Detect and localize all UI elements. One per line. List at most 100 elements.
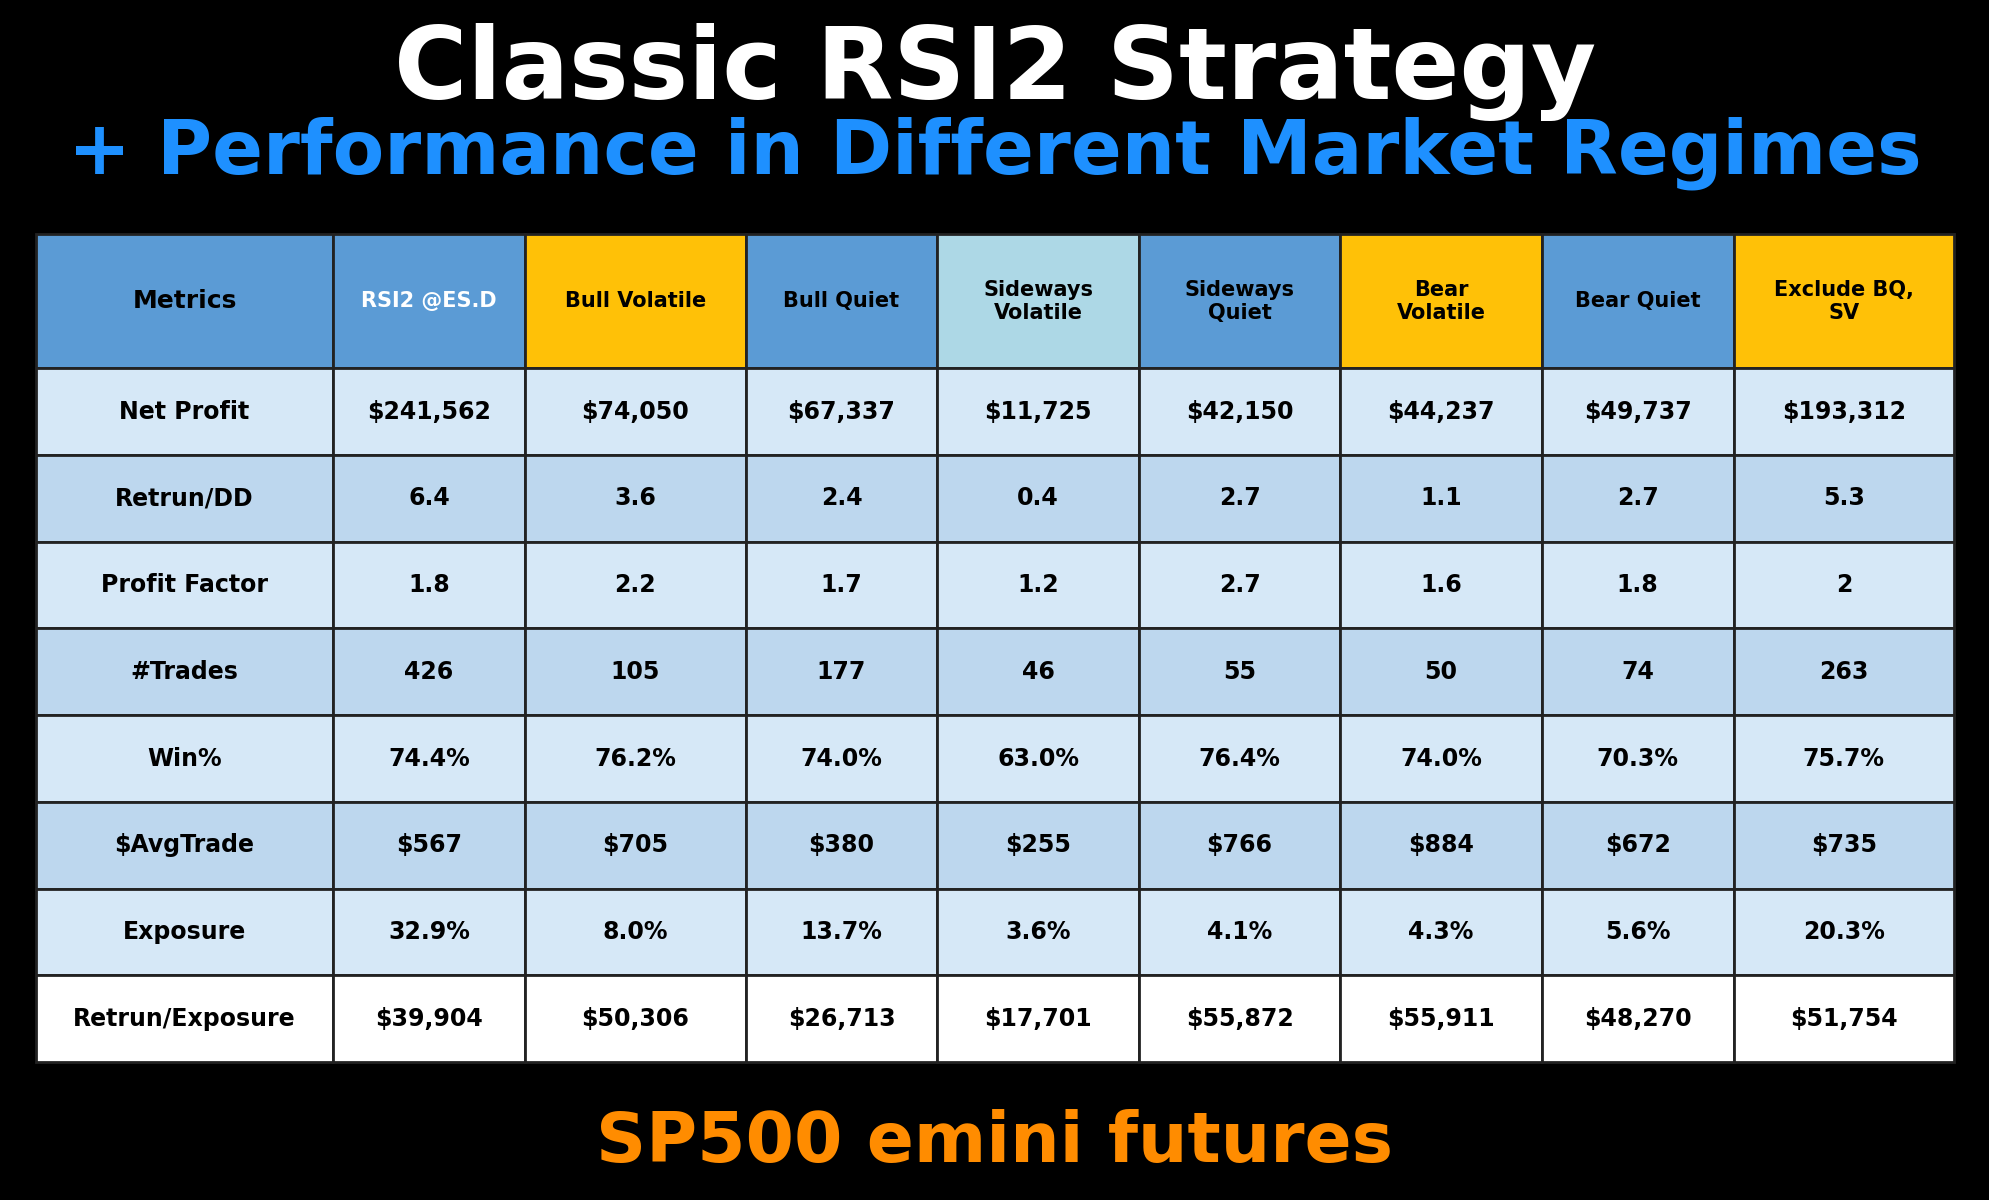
FancyBboxPatch shape — [1341, 541, 1541, 629]
FancyBboxPatch shape — [1732, 888, 1953, 976]
FancyBboxPatch shape — [937, 455, 1138, 541]
Text: $11,725: $11,725 — [985, 400, 1092, 424]
FancyBboxPatch shape — [937, 541, 1138, 629]
Text: 55: 55 — [1223, 660, 1255, 684]
FancyBboxPatch shape — [332, 715, 525, 802]
Text: 63.0%: 63.0% — [996, 746, 1078, 770]
Text: $705: $705 — [603, 833, 668, 857]
FancyBboxPatch shape — [525, 368, 746, 455]
Text: Bear Quiet: Bear Quiet — [1573, 292, 1701, 311]
FancyBboxPatch shape — [746, 629, 937, 715]
Text: $567: $567 — [396, 833, 461, 857]
Text: 13.7%: 13.7% — [800, 920, 881, 944]
FancyBboxPatch shape — [1732, 234, 1953, 368]
Text: Retrun/Exposure: Retrun/Exposure — [74, 1007, 296, 1031]
Text: 2.7: 2.7 — [1217, 574, 1259, 598]
Text: $241,562: $241,562 — [366, 400, 491, 424]
Text: $255: $255 — [1004, 833, 1070, 857]
Text: 2.4: 2.4 — [819, 486, 861, 510]
FancyBboxPatch shape — [1138, 455, 1341, 541]
FancyBboxPatch shape — [36, 234, 332, 368]
Text: 0.4: 0.4 — [1016, 486, 1058, 510]
FancyBboxPatch shape — [525, 715, 746, 802]
Text: 76.2%: 76.2% — [595, 746, 676, 770]
Text: Exclude BQ,
SV: Exclude BQ, SV — [1772, 280, 1913, 323]
FancyBboxPatch shape — [746, 541, 937, 629]
Text: Bull Quiet: Bull Quiet — [784, 292, 899, 311]
Text: Bull Volatile: Bull Volatile — [565, 292, 706, 311]
FancyBboxPatch shape — [746, 802, 937, 888]
FancyBboxPatch shape — [746, 368, 937, 455]
FancyBboxPatch shape — [937, 976, 1138, 1062]
FancyBboxPatch shape — [746, 455, 937, 541]
Text: 2: 2 — [1834, 574, 1852, 598]
Text: $55,911: $55,911 — [1386, 1007, 1494, 1031]
Text: 4.3%: 4.3% — [1408, 920, 1474, 944]
FancyBboxPatch shape — [1341, 455, 1541, 541]
FancyBboxPatch shape — [525, 455, 746, 541]
Text: 74.4%: 74.4% — [388, 746, 469, 770]
Text: $26,713: $26,713 — [788, 1007, 895, 1031]
FancyBboxPatch shape — [937, 802, 1138, 888]
FancyBboxPatch shape — [332, 976, 525, 1062]
Text: 5.3: 5.3 — [1822, 486, 1864, 510]
Text: $380: $380 — [808, 833, 873, 857]
FancyBboxPatch shape — [36, 802, 332, 888]
Text: Sideways
Volatile: Sideways Volatile — [983, 280, 1092, 323]
FancyBboxPatch shape — [36, 715, 332, 802]
Text: 1.7: 1.7 — [819, 574, 861, 598]
FancyBboxPatch shape — [937, 715, 1138, 802]
Text: + Performance in Different Market Regimes: + Performance in Different Market Regime… — [68, 116, 1921, 191]
FancyBboxPatch shape — [937, 629, 1138, 715]
Text: 2.7: 2.7 — [1217, 486, 1259, 510]
FancyBboxPatch shape — [36, 541, 332, 629]
FancyBboxPatch shape — [1138, 715, 1341, 802]
FancyBboxPatch shape — [1138, 888, 1341, 976]
FancyBboxPatch shape — [1732, 976, 1953, 1062]
Text: $42,150: $42,150 — [1185, 400, 1293, 424]
Text: 4.1%: 4.1% — [1207, 920, 1271, 944]
Text: $44,237: $44,237 — [1386, 400, 1494, 424]
FancyBboxPatch shape — [1138, 368, 1341, 455]
FancyBboxPatch shape — [1138, 976, 1341, 1062]
Text: 32.9%: 32.9% — [388, 920, 469, 944]
Text: $49,737: $49,737 — [1583, 400, 1691, 424]
FancyBboxPatch shape — [746, 234, 937, 368]
FancyBboxPatch shape — [937, 234, 1138, 368]
Text: 74: 74 — [1621, 660, 1653, 684]
FancyBboxPatch shape — [1341, 629, 1541, 715]
Text: $17,701: $17,701 — [985, 1007, 1092, 1031]
FancyBboxPatch shape — [1541, 455, 1732, 541]
Text: Exposure: Exposure — [123, 920, 247, 944]
FancyBboxPatch shape — [525, 888, 746, 976]
FancyBboxPatch shape — [746, 715, 937, 802]
Text: 426: 426 — [404, 660, 453, 684]
Text: 1.1: 1.1 — [1420, 486, 1462, 510]
Text: Win%: Win% — [147, 746, 221, 770]
FancyBboxPatch shape — [1138, 234, 1341, 368]
FancyBboxPatch shape — [937, 888, 1138, 976]
FancyBboxPatch shape — [332, 541, 525, 629]
FancyBboxPatch shape — [36, 976, 332, 1062]
FancyBboxPatch shape — [1732, 368, 1953, 455]
Text: 50: 50 — [1424, 660, 1456, 684]
Text: 75.7%: 75.7% — [1802, 746, 1884, 770]
Text: $67,337: $67,337 — [788, 400, 895, 424]
Text: 1.6: 1.6 — [1420, 574, 1462, 598]
Text: RSI2 @ES.D: RSI2 @ES.D — [362, 292, 497, 311]
Text: Classic RSI2 Strategy: Classic RSI2 Strategy — [394, 23, 1595, 121]
Text: $766: $766 — [1205, 833, 1271, 857]
FancyBboxPatch shape — [1541, 715, 1732, 802]
FancyBboxPatch shape — [1138, 629, 1341, 715]
Text: 74.0%: 74.0% — [1400, 746, 1482, 770]
FancyBboxPatch shape — [1541, 234, 1732, 368]
FancyBboxPatch shape — [36, 368, 332, 455]
Text: Retrun/DD: Retrun/DD — [115, 486, 255, 510]
FancyBboxPatch shape — [1541, 802, 1732, 888]
Text: 46: 46 — [1020, 660, 1054, 684]
Text: 8.0%: 8.0% — [603, 920, 668, 944]
Text: 3.6%: 3.6% — [1004, 920, 1070, 944]
Text: 177: 177 — [815, 660, 865, 684]
Text: 3.6: 3.6 — [615, 486, 656, 510]
FancyBboxPatch shape — [1732, 802, 1953, 888]
